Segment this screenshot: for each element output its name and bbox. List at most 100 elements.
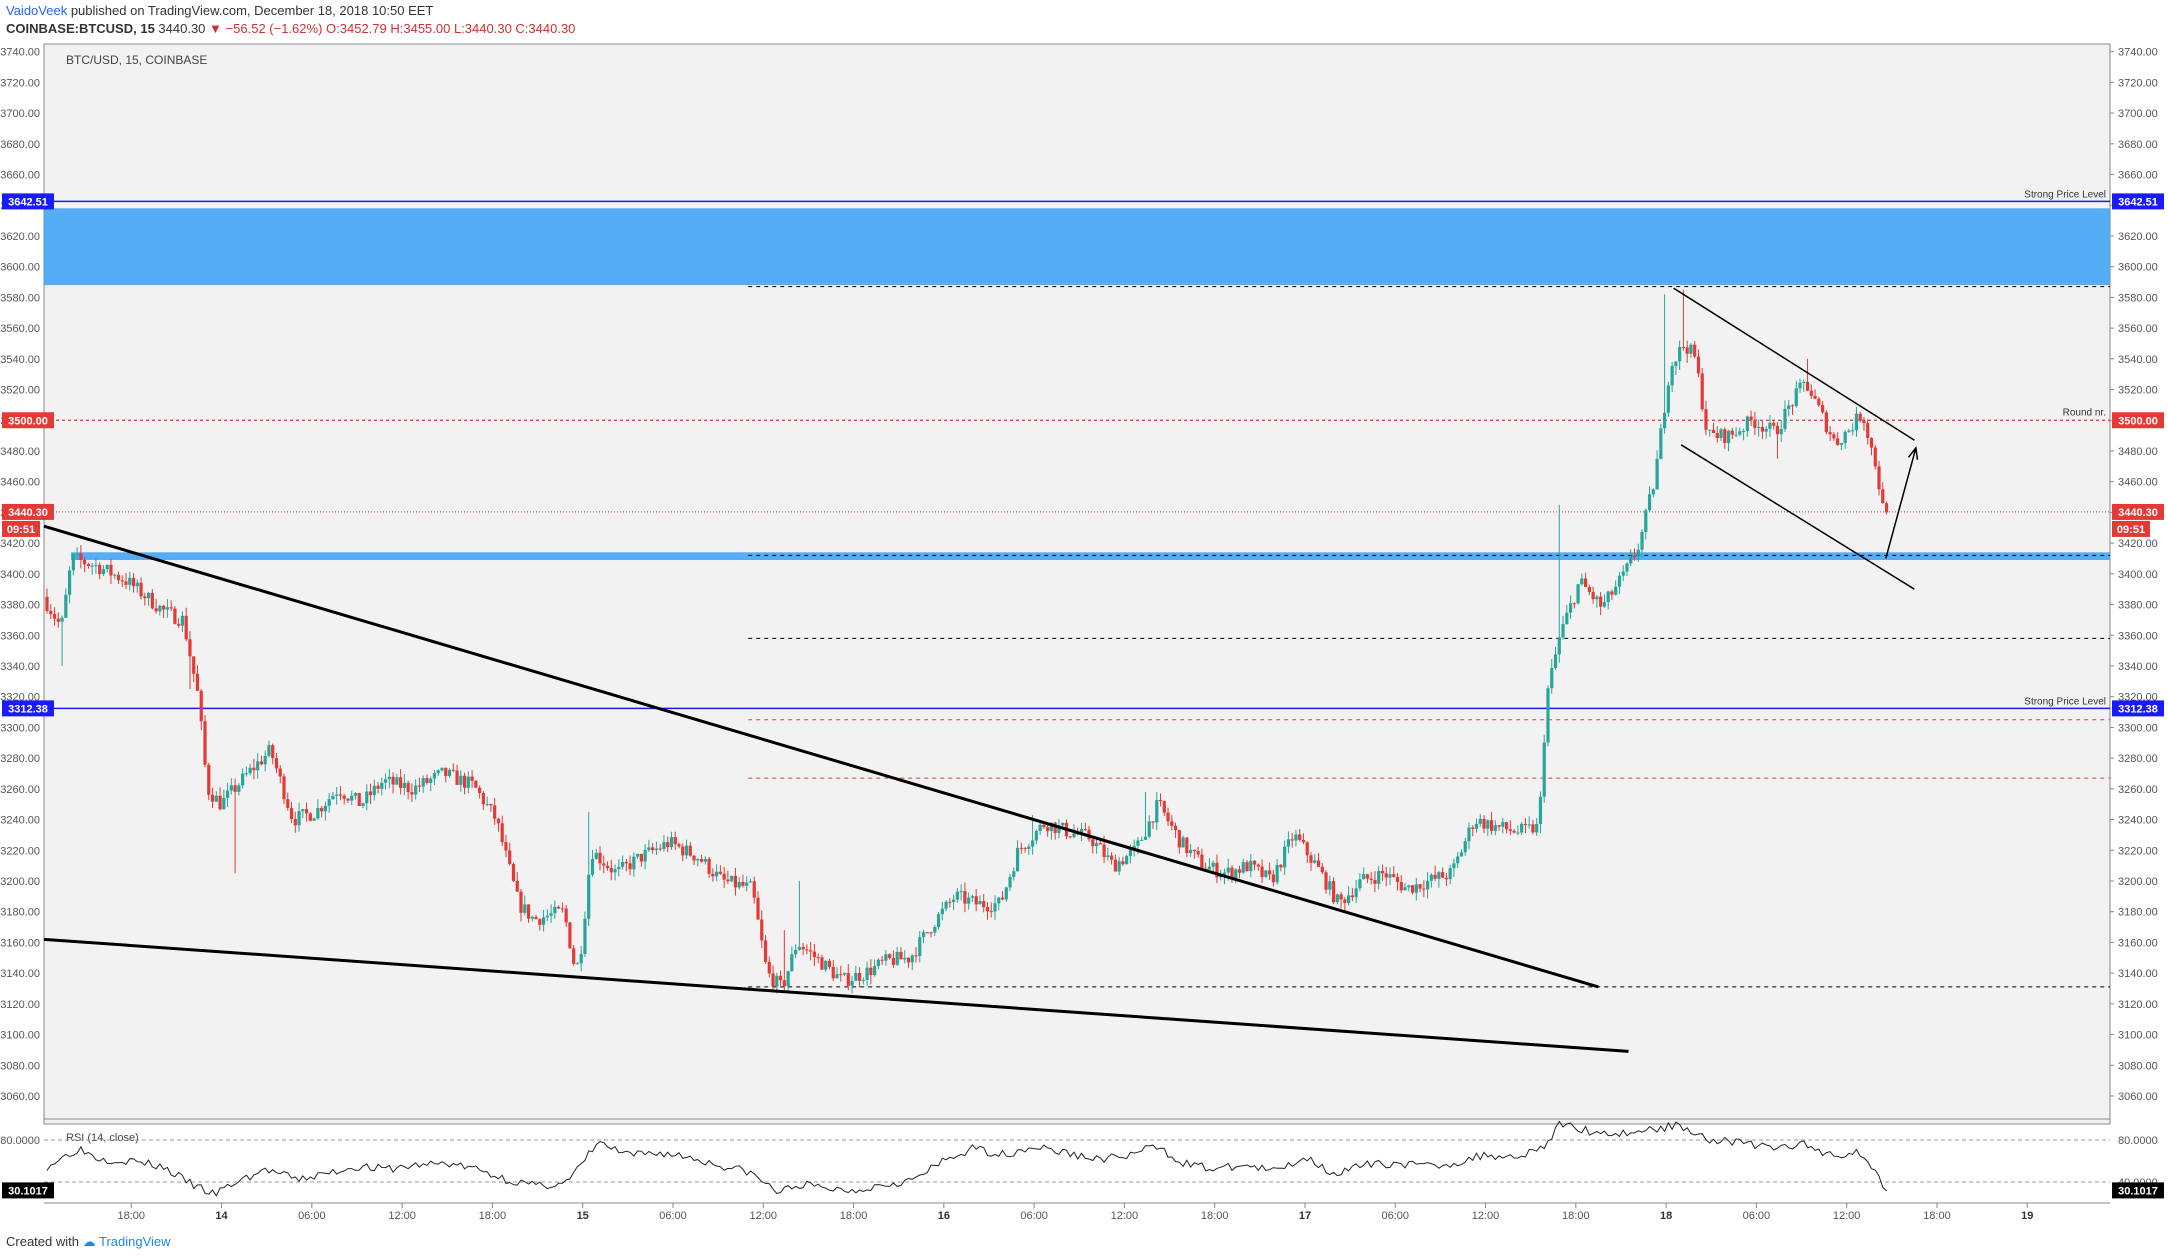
- candle-body: [429, 778, 433, 783]
- candle: [387, 768, 391, 789]
- candle: [756, 891, 760, 920]
- candle: [237, 783, 241, 796]
- candle: [1000, 891, 1005, 901]
- candle: [1591, 586, 1595, 604]
- candle-body: [252, 767, 256, 771]
- candle: [842, 972, 847, 977]
- candle-body: [372, 785, 376, 796]
- candle: [1467, 822, 1471, 850]
- candle-body: [1031, 840, 1035, 847]
- candle-body: [1384, 873, 1388, 878]
- candle-body: [1734, 434, 1738, 436]
- strong-high-text-group: Strong Price Level Strong Price Level Ro…: [2024, 189, 2106, 707]
- candle-body: [165, 607, 169, 610]
- candle-body: [899, 951, 903, 960]
- candle-body: [207, 764, 211, 795]
- candle-body: [1546, 688, 1550, 743]
- candle: [1170, 815, 1174, 831]
- candle-body: [1474, 823, 1479, 829]
- candle-body: [1399, 881, 1403, 891]
- candle-body: [1200, 854, 1204, 869]
- candle-body: [1158, 800, 1163, 802]
- candle: [816, 953, 820, 964]
- candle: [722, 867, 726, 888]
- candle: [1621, 565, 1625, 582]
- candle: [1354, 879, 1358, 904]
- candle: [970, 894, 975, 903]
- axis-tag-strong-low-right: 3312.38: [2112, 700, 2164, 717]
- candle-body: [496, 818, 501, 824]
- candle: [1489, 811, 1494, 835]
- candle: [75, 547, 79, 561]
- upper-trendline[interactable]: [43, 524, 1599, 989]
- candle: [696, 858, 700, 867]
- axis-tag-rsi-right-bg: [2112, 1182, 2164, 1199]
- candle-body: [605, 865, 610, 868]
- tradingview-link[interactable]: TradingView: [99, 1234, 171, 1249]
- candle-body: [1629, 556, 1633, 564]
- candle-body: [1422, 888, 1426, 890]
- candle: [1501, 817, 1505, 834]
- candle-body: [1290, 839, 1294, 841]
- candle-body: [1132, 845, 1136, 850]
- projection-arrow-line[interactable]: [1885, 447, 1917, 559]
- candle: [1820, 401, 1825, 414]
- candle-body: [1362, 874, 1366, 880]
- candle: [707, 856, 711, 878]
- price-chart[interactable]: BTC/USD, 15, COINBASE 3060.00 3080.00 3100…: [0, 40, 2168, 1230]
- candle-body: [1395, 876, 1400, 882]
- channel-bottom[interactable]: [1680, 444, 1915, 590]
- axis-tag-countdown-left-bg: [2, 520, 40, 537]
- candle-body: [158, 605, 162, 612]
- candle: [681, 843, 685, 862]
- candle-body: [1790, 405, 1795, 407]
- candle-body: [786, 971, 790, 987]
- candle-body: [564, 908, 568, 923]
- candle-body: [1298, 834, 1302, 840]
- candle: [1189, 844, 1193, 857]
- y-tick-label-left: 3160.00: [0, 937, 40, 949]
- candle: [1565, 605, 1569, 625]
- candle: [399, 769, 403, 795]
- candle: [899, 947, 903, 960]
- candle-body: [1655, 458, 1659, 490]
- rsi-line: [46, 1120, 1887, 1197]
- lower-trendline[interactable]: [43, 937, 1629, 1053]
- candle-body: [451, 769, 455, 771]
- candle: [936, 911, 941, 930]
- candle: [677, 842, 681, 849]
- candle: [1377, 866, 1381, 890]
- candle: [459, 770, 463, 792]
- candle: [188, 631, 192, 689]
- candle-body: [1094, 843, 1099, 847]
- axis-tag-strong-high-left-text: 3642.51: [8, 196, 48, 208]
- candle: [248, 763, 252, 776]
- candle: [541, 909, 546, 932]
- x-tick-label: 06:00: [1381, 1210, 1409, 1222]
- candle-body: [184, 615, 188, 640]
- candle: [1384, 866, 1388, 887]
- candle-body: [1083, 829, 1087, 831]
- candle: [1599, 592, 1603, 616]
- candle-body: [944, 901, 948, 909]
- candle-body: [850, 980, 854, 986]
- candle-body: [86, 564, 90, 567]
- candle: [165, 599, 169, 618]
- candle: [1659, 423, 1663, 460]
- x-tick-label: 19: [2021, 1210, 2033, 1222]
- candle-body: [402, 782, 406, 788]
- candle: [1749, 410, 1753, 426]
- candle-body: [519, 891, 523, 913]
- candle: [429, 776, 433, 792]
- candle-body: [414, 785, 418, 795]
- candle-body: [1155, 800, 1159, 823]
- candle: [1399, 875, 1403, 894]
- author-link[interactable]: VaidoVeek: [6, 3, 68, 18]
- axis-tag-strong-high-right-text: 3642.51: [2118, 196, 2158, 208]
- candle-body: [1832, 434, 1836, 439]
- channel-top[interactable]: [1673, 287, 1915, 441]
- candle: [233, 778, 237, 874]
- candle-body: [1211, 862, 1215, 867]
- candle: [1542, 734, 1546, 803]
- candle: [466, 771, 470, 794]
